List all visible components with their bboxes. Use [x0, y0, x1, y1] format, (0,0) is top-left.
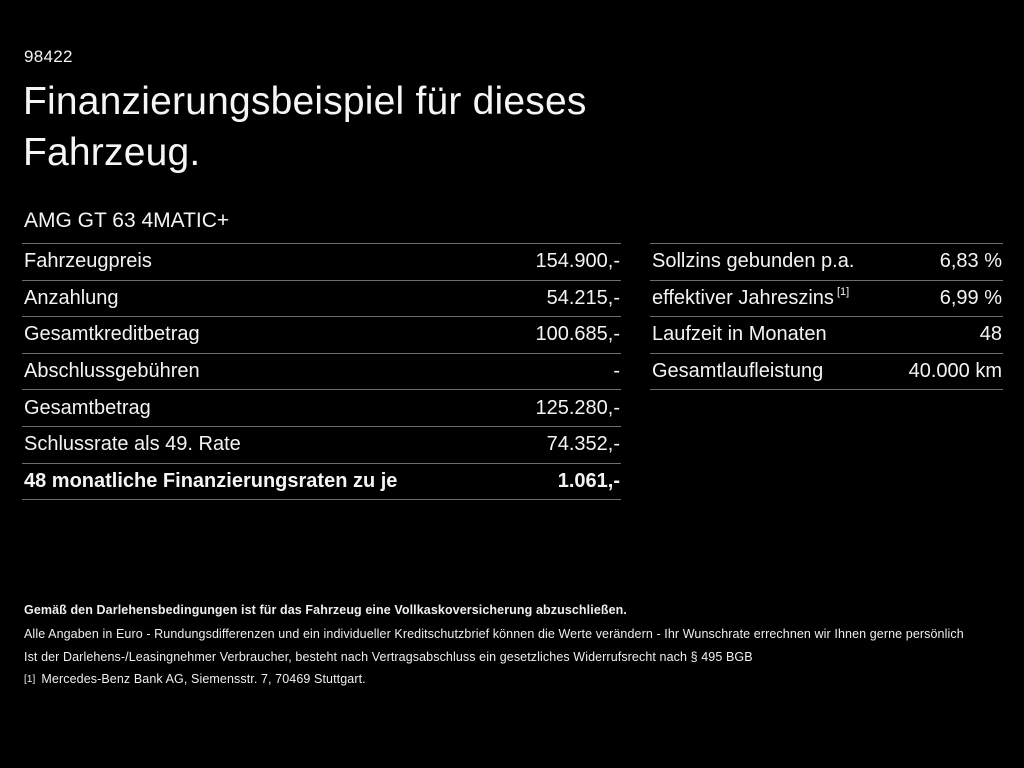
- footnote-marker: [1]: [24, 674, 36, 685]
- row-value: 40.000 km: [908, 360, 1002, 383]
- row-value: 48: [979, 323, 1002, 346]
- financing-table: Fahrzeugpreis 154.900,- Anzahlung 54.215…: [22, 243, 621, 501]
- page-title-line2: Fahrzeug.: [23, 131, 201, 174]
- row-label: 48 monatliche Finanzierungsraten zu je: [24, 469, 398, 492]
- insurance-note: Gemäß den Darlehensbedingungen ist für d…: [24, 603, 627, 617]
- disclaimer-line2: Ist der Darlehens-/Leasingnehmer Verbrau…: [24, 650, 753, 664]
- page-title: Finanzierungsbeispiel für dieses Fahrzeu…: [23, 76, 587, 178]
- table-row-gesamtkreditbetrag: Gesamtkreditbetrag 100.685,-: [22, 317, 621, 354]
- row-value: 6,83 %: [939, 250, 1002, 273]
- row-value: 74.352,-: [546, 433, 620, 456]
- page-title-line1: Finanzierungsbeispiel für dieses: [23, 80, 587, 123]
- footnote-text: Mercedes-Benz Bank AG, Siemensstr. 7, 70…: [41, 672, 366, 686]
- table-row-schlussrate: Schlussrate als 49. Rate 74.352,-: [22, 427, 621, 464]
- row-label: Gesamtbetrag: [24, 396, 151, 419]
- row-value: 125.280,-: [535, 396, 620, 419]
- table-row-sollzins: Sollzins gebunden p.a. 6,83 %: [650, 244, 1003, 281]
- row-label-text: effektiver Jahreszins: [652, 286, 834, 309]
- disclaimer-line1: Alle Angaben in Euro - Rundungsdifferenz…: [24, 627, 964, 641]
- row-label: Abschlussgebühren: [24, 360, 200, 383]
- row-value: -: [613, 360, 620, 383]
- row-label: Laufzeit in Monaten: [652, 323, 827, 346]
- vehicle-name: AMG GT 63 4MATIC+: [24, 209, 230, 232]
- row-label: Schlussrate als 49. Rate: [24, 433, 241, 456]
- footnote-marker: [1]: [836, 286, 850, 299]
- row-value: 154.900,-: [535, 250, 620, 273]
- table-row-fahrzeugpreis: Fahrzeugpreis 154.900,-: [22, 244, 621, 281]
- row-label: Gesamtlaufleistung: [652, 360, 824, 383]
- row-label: Sollzins gebunden p.a.: [652, 250, 855, 273]
- table-row-abschlussgebuehren: Abschlussgebühren -: [22, 354, 621, 391]
- row-value: 1.061,-: [557, 469, 620, 492]
- row-label: Anzahlung: [24, 286, 119, 309]
- row-value: 6,99 %: [939, 286, 1002, 309]
- conditions-table: Sollzins gebunden p.a. 6,83 % effektiver…: [650, 243, 1003, 391]
- row-label: effektiver Jahreszins [1]: [652, 286, 850, 310]
- row-label: Gesamtkreditbetrag: [24, 323, 200, 346]
- row-label: Fahrzeugpreis: [24, 250, 152, 273]
- table-row-gesamtbetrag: Gesamtbetrag 125.280,-: [22, 390, 621, 427]
- reference-number: 98422: [24, 47, 73, 66]
- row-value: 100.685,-: [535, 323, 620, 346]
- table-row-laufzeit: Laufzeit in Monaten 48: [650, 317, 1003, 354]
- table-row-monatsrate: 48 monatliche Finanzierungsraten zu je 1…: [22, 464, 621, 501]
- bank-footnote: [1] Mercedes-Benz Bank AG, Siemensstr. 7,…: [24, 671, 366, 689]
- row-value: 54.215,-: [546, 286, 620, 309]
- table-row-effektiver-jahreszins: effektiver Jahreszins [1] 6,99 %: [650, 281, 1003, 318]
- table-row-gesamtlaufleistung: Gesamtlaufleistung 40.000 km: [650, 354, 1003, 391]
- table-row-anzahlung: Anzahlung 54.215,-: [22, 281, 621, 318]
